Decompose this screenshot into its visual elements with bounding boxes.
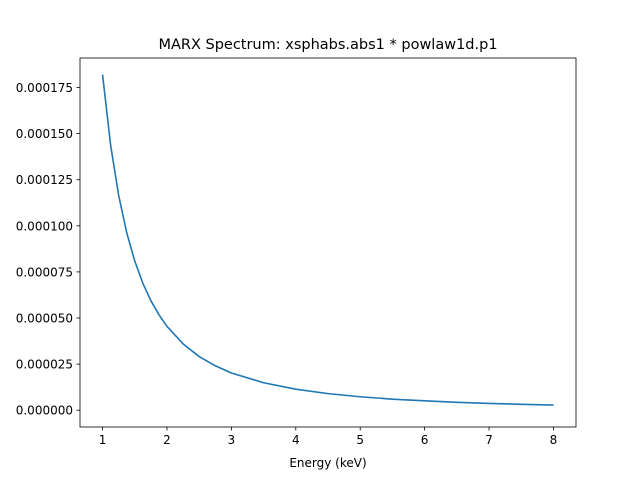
x-tick-label: 8 <box>550 433 558 447</box>
y-tick-label: 0.000175 <box>16 81 73 95</box>
y-tick-label: 0.000000 <box>16 404 73 418</box>
plot-area: 1 2 3 4 5 6 7 8 0.000000 0.000025 0.000050 0.000075… <box>16 57 577 447</box>
x-tick-label: 4 <box>292 433 300 447</box>
x-tick-label: 2 <box>163 433 171 447</box>
y-tick-label: 0.000125 <box>16 173 73 187</box>
series-line-0 <box>101 74 554 406</box>
x-tick-label: 5 <box>356 433 364 447</box>
axes-frame <box>79 57 577 428</box>
chart-title: MARX Spectrum: xsphabs.abs1 * powlaw1d.p… <box>158 37 497 53</box>
x-tick-label: 3 <box>228 433 236 447</box>
y-tick-label: 0.000075 <box>16 265 73 279</box>
x-tick-label: 1 <box>99 433 107 447</box>
x-axis-label: Energy (keV) <box>289 456 366 470</box>
y-tick-label: 0.000100 <box>16 219 73 233</box>
y-tick-label: 0.000025 <box>16 358 73 372</box>
x-tick-label: 6 <box>421 433 429 447</box>
y-tick-label: 0.000050 <box>16 312 73 326</box>
y-tick-label: 0.000150 <box>16 127 73 141</box>
x-tick-label: 7 <box>485 433 493 447</box>
